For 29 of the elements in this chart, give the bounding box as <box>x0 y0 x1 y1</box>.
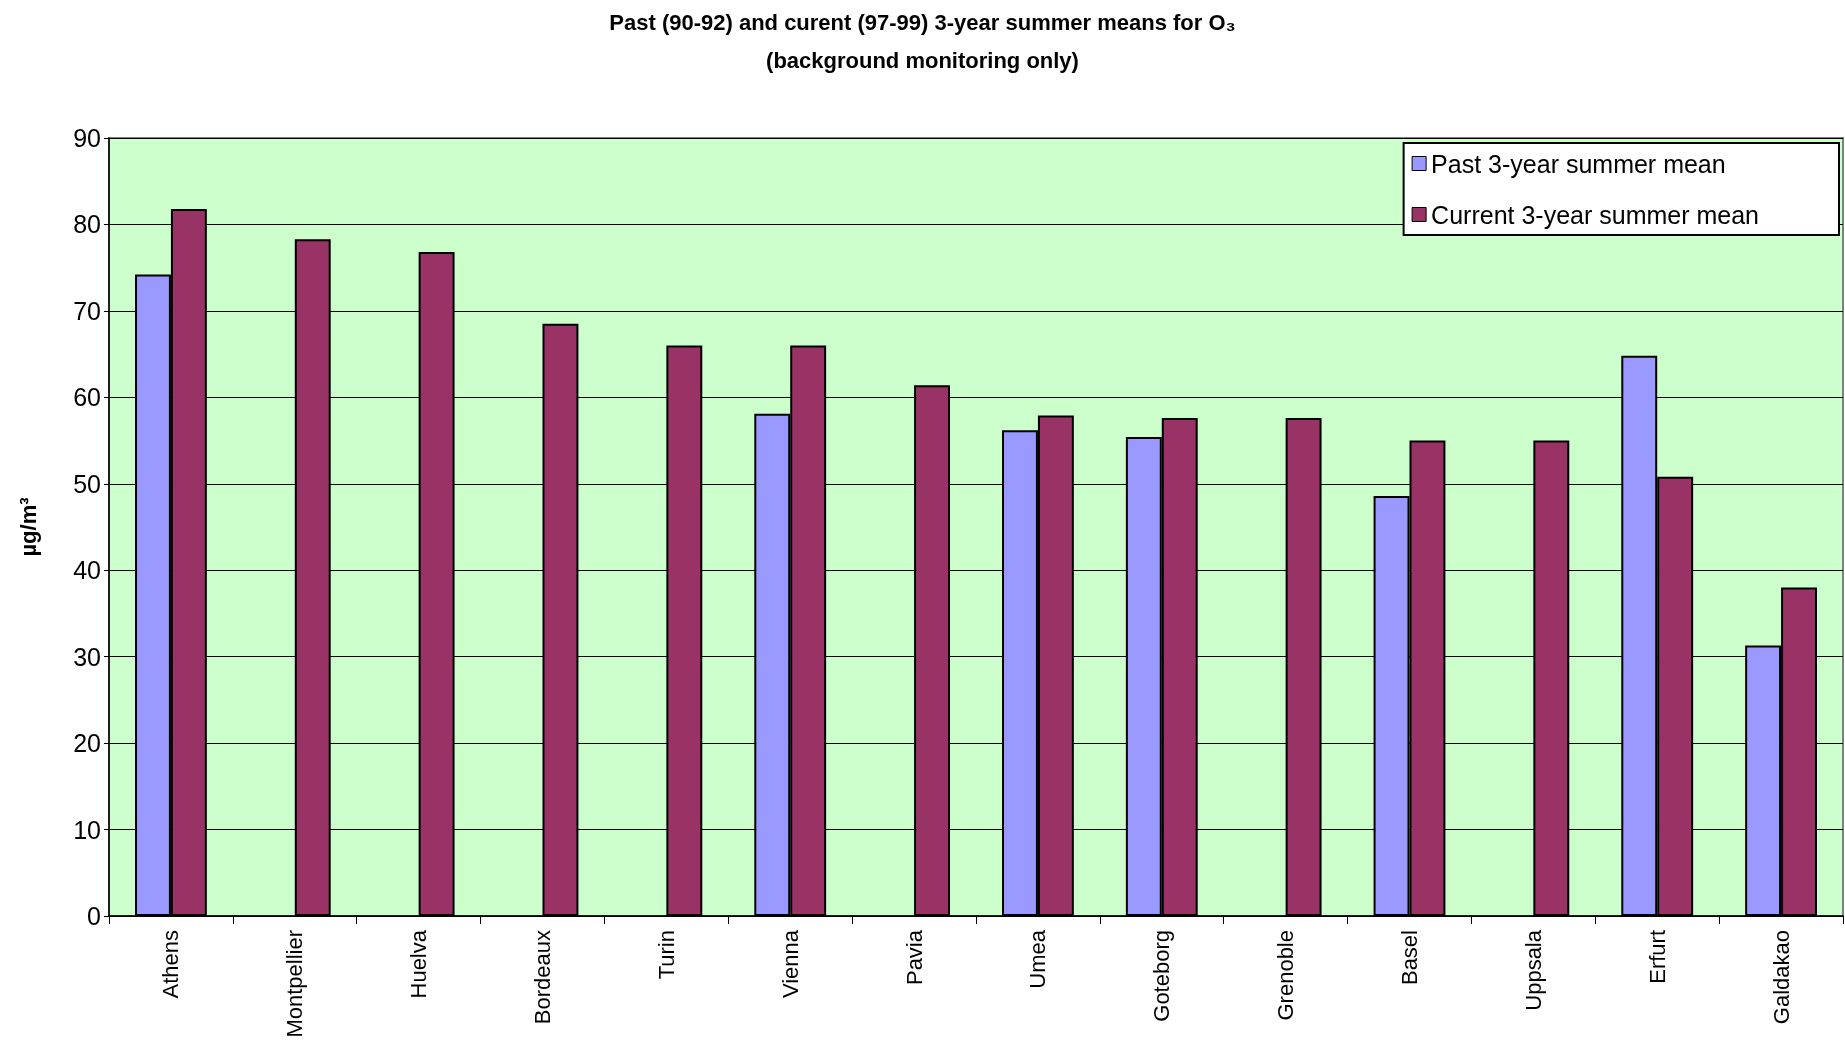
x-tick-label: Galdakao <box>1768 930 1794 1025</box>
y-tick-label: 0 <box>87 902 101 930</box>
y-tick-label: 40 <box>73 556 101 585</box>
y-tick-label: 80 <box>73 210 101 239</box>
x-tick-label: Huelva <box>406 929 432 999</box>
x-tick-label: Athens <box>158 930 184 999</box>
y-axis-title: µg/m³ <box>15 497 41 557</box>
y-tick-label: 90 <box>73 124 101 152</box>
legend-label: Past 3-year summer mean <box>1431 149 1726 178</box>
x-tick-label: Grenoble <box>1273 930 1299 1021</box>
x-tick-label: Montpellier <box>282 930 308 1038</box>
x-tick-label: Erfurt <box>1644 930 1670 984</box>
y-tick-label: 50 <box>73 469 101 498</box>
x-tick-label: Bordeaux <box>530 930 555 1025</box>
x-tick-label: Basel <box>1397 930 1422 986</box>
legend-label: Current 3-year summer mean <box>1431 200 1760 229</box>
x-tick-label: Pavia <box>901 929 927 986</box>
y-tick-label: 30 <box>73 642 101 671</box>
x-tick-label: Vienna <box>777 929 803 999</box>
y-tick-label: 60 <box>73 383 101 412</box>
x-tick-label: Turin <box>653 930 679 980</box>
x-tick-label: Umea <box>1025 929 1051 989</box>
y-tick-label: 70 <box>73 296 101 325</box>
x-tick-label: Uppsala <box>1520 929 1546 1011</box>
chart-subtitle: (background monitoring only) <box>766 47 1079 73</box>
x-tick-label: Goteborg <box>1149 930 1175 1022</box>
y-tick-label: 10 <box>73 815 101 844</box>
y-tick-label: 20 <box>73 729 101 758</box>
chart-title: Past (90-92) and curent (97-99) 3-year summer means for O₃ <box>609 9 1236 35</box>
